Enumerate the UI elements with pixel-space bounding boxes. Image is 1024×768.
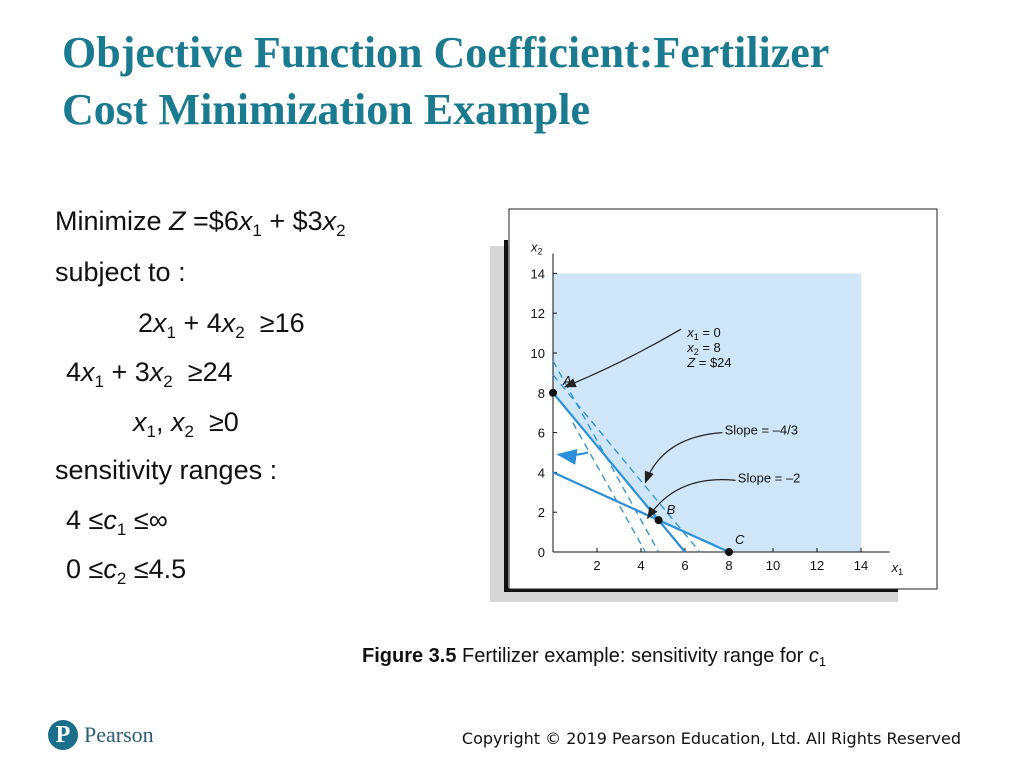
nonnegativity-constraint: x1, x2 ≥0 bbox=[133, 407, 239, 441]
objective-prefix: Minimize bbox=[55, 206, 162, 236]
point-C bbox=[725, 548, 733, 556]
range-c1: 4 ≤c1 ≤∞ bbox=[66, 505, 168, 539]
annotation-line: Z = $24 bbox=[686, 355, 731, 370]
frame-shadow-edge bbox=[504, 588, 898, 592]
x-tick-label: 8 bbox=[725, 558, 732, 573]
y-tick-label: 10 bbox=[531, 346, 545, 361]
slide-title-line-1: Objective Function Coefficient:Fertilize… bbox=[62, 28, 830, 77]
point-label: B bbox=[667, 502, 676, 517]
objective-function: Minimize Z =$6x1 + $3x2 bbox=[55, 206, 346, 240]
slope-annotation: Slope = –2 bbox=[738, 470, 801, 485]
annotation-arrow bbox=[644, 432, 723, 484]
y-tick-label: 12 bbox=[531, 306, 545, 321]
x-axis-label: x1 bbox=[891, 560, 904, 577]
slide-title: Objective Function Coefficient:Fertilize… bbox=[62, 24, 962, 138]
subject-to-label: subject to : bbox=[55, 257, 186, 287]
x-tick-label: 2 bbox=[593, 558, 600, 573]
y-tick-label: 0 bbox=[538, 545, 545, 560]
y-tick-label: 4 bbox=[538, 465, 545, 480]
dashed-objective-line bbox=[572, 422, 646, 553]
y-tick-label: 2 bbox=[538, 505, 545, 520]
copyright-notice: Copyright © 2019 Pearson Education, Ltd.… bbox=[461, 729, 961, 748]
constraint-line bbox=[552, 392, 686, 553]
pearson-logo-icon: P bbox=[48, 720, 78, 750]
caption-text: Fertilizer example: sensitivity range fo… bbox=[456, 645, 809, 667]
y-tick-label: 8 bbox=[538, 386, 545, 401]
y-tick-label: 6 bbox=[538, 426, 545, 441]
pearson-logo: P Pearson bbox=[48, 720, 154, 750]
constraint-line bbox=[552, 471, 730, 554]
x-tick-label: 12 bbox=[810, 558, 824, 573]
range-c2: 0 ≤c2 ≤4.5 bbox=[66, 554, 187, 588]
annotation-line: x2 = 8 bbox=[686, 340, 721, 357]
point-B bbox=[654, 516, 663, 525]
annotation-line: x1 = 0 bbox=[686, 325, 721, 342]
x-tick-label: 14 bbox=[854, 558, 868, 573]
y-tick-label: 14 bbox=[531, 266, 545, 281]
slide-title-line-2: Cost Minimization Example bbox=[62, 85, 590, 134]
feasible-region bbox=[553, 273, 861, 552]
x-tick-label: 4 bbox=[637, 558, 644, 573]
annotation-arrow bbox=[563, 328, 682, 388]
constraint-2: 4x1 + 3x2 ≥24 bbox=[66, 357, 233, 391]
pearson-wordmark: Pearson bbox=[84, 722, 154, 747]
caption-figure-number: Figure 3.5 bbox=[362, 645, 457, 667]
frame-shadow-edge bbox=[504, 240, 508, 592]
x-tick-label: 10 bbox=[766, 558, 780, 573]
x-tick-label: 6 bbox=[681, 558, 688, 573]
slope-annotation: Slope = –4/3 bbox=[725, 423, 798, 438]
annotation-arrow bbox=[646, 479, 736, 520]
point-A bbox=[549, 388, 557, 397]
point-label: C bbox=[735, 532, 745, 547]
sensitivity-ranges-label: sensitivity ranges : bbox=[55, 455, 278, 485]
rotation-arrow bbox=[556, 449, 589, 465]
figure-caption: Figure 3.5 Fertilizer example: sensitivi… bbox=[362, 645, 827, 669]
y-axis-label: x2 bbox=[530, 240, 543, 257]
constraint-1: 2x1 + 4x2 ≥16 bbox=[138, 308, 305, 342]
